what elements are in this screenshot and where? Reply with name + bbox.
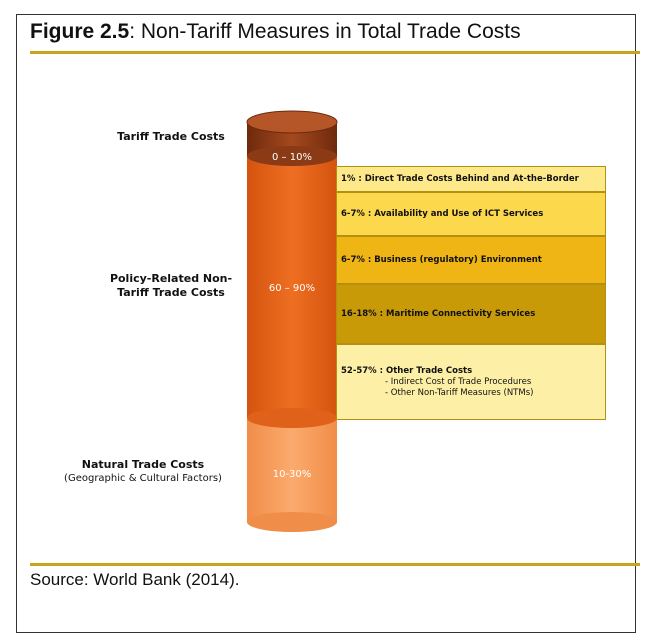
cylinder-segment-tariff [246,110,338,166]
figure-caption: : Non-Tariff Measures in Total Trade Cos… [129,20,521,43]
source-rule [30,563,640,566]
natural-range-label: 10-30% [273,469,312,480]
tariff-range-label: 0 – 10% [272,152,312,163]
cylinder-segment-natural [247,416,337,532]
breakdown-ict-services: 6-7% : Availability and Use of ICT Servi… [336,192,606,236]
breakdown-business-environment: 6-7% : Business (regulatory) Environment [336,236,606,284]
breakdown-direct-costs: 1% : Direct Trade Costs Behind and At-th… [336,166,606,192]
policy-range-label: 60 – 90% [269,283,315,294]
source-note: Source: World Bank (2014). [30,570,240,589]
natural-trade-costs-label: Natural Trade Costs (Geographic & Cultur… [64,458,222,484]
figure-number: Figure 2.5 [30,20,130,43]
breakdown-maritime-connectivity: 16-18% : Maritime Connectivity Services [336,284,606,344]
tariff-trade-costs-label: Tariff Trade Costs [117,130,225,143]
detail-indirect-cost: - Indirect Cost of Trade Procedures [385,377,532,387]
breakdown-other-trade-costs: 52-57% : Other Trade Costs - Indirect Co… [336,344,606,420]
trade-cost-cylinder: 0 – 10% 60 – 90% 10-30% [246,110,338,532]
figure-title: Figure 2.5: Non-Tariff Measures in Total… [30,20,521,44]
figure-frame [16,14,636,633]
cylinder-segment-policy [247,156,337,428]
title-rule [30,51,640,54]
policy-related-label: Policy-Related Non- Tariff Trade Costs [109,272,233,299]
detail-other-ntms: - Other Non-Tariff Measures (NTMs) [385,388,534,398]
